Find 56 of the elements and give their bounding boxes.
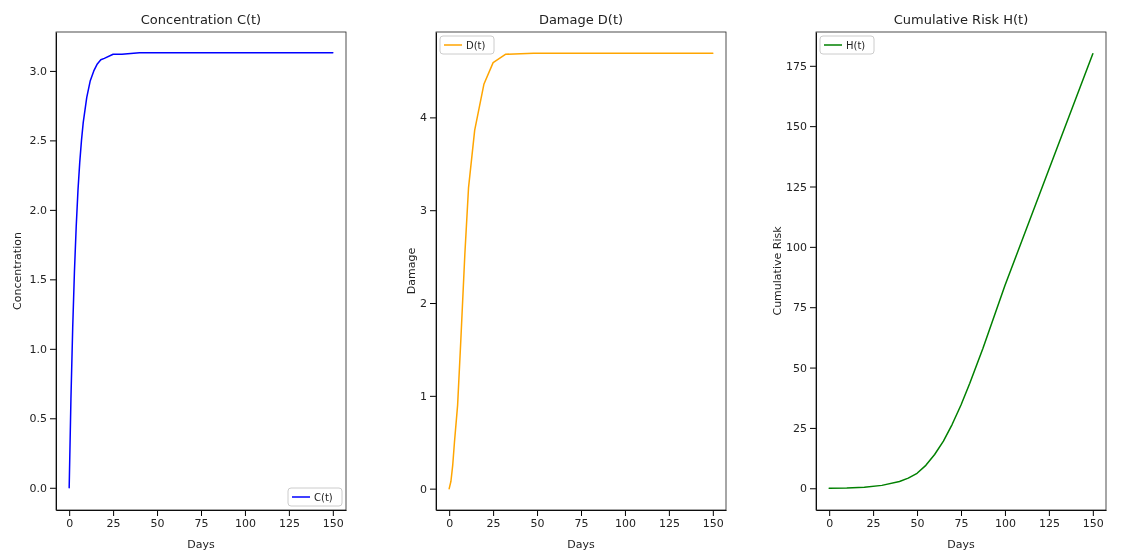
x-tick-label: 100 xyxy=(614,516,636,530)
x-axis-title: Days xyxy=(187,538,215,551)
y-axis-title: Damage xyxy=(405,247,418,295)
line-series xyxy=(448,52,714,490)
y-tick-label: 3 xyxy=(420,204,427,218)
x-tick-label: 25 xyxy=(866,516,881,530)
x-tick-label: 0 xyxy=(826,516,834,530)
y-tick-label: 2.0 xyxy=(29,203,47,217)
x-tick-label: 150 xyxy=(702,516,724,530)
y-tick-label: 0 xyxy=(420,482,427,496)
x-tick-label: 125 xyxy=(1038,516,1060,530)
y-tick-label: 2 xyxy=(420,297,427,311)
line-series xyxy=(68,52,334,489)
legend-label: H(t) xyxy=(846,40,866,51)
x-tick-label: 125 xyxy=(278,516,300,530)
y-axis-title: Concentration xyxy=(11,232,24,310)
x-tick-label: 50 xyxy=(150,516,165,530)
x-tick-label: 75 xyxy=(954,516,969,530)
y-axis-title: Cumulative Risk xyxy=(771,225,784,316)
x-tick-label: 25 xyxy=(106,516,121,530)
y-tick-label: 0 xyxy=(800,482,807,496)
y-tick-label: 75 xyxy=(793,301,807,315)
x-tick-label: 150 xyxy=(322,516,344,530)
x-tick-label: 50 xyxy=(910,516,925,530)
x-tick-label: 0 xyxy=(446,516,454,530)
x-tick-label: 25 xyxy=(486,516,501,530)
y-tick-label: 3.0 xyxy=(29,64,47,78)
x-tick-label: 125 xyxy=(658,516,680,530)
y-tick-label: 1.0 xyxy=(29,342,47,356)
y-tick-label: 0.5 xyxy=(29,412,47,426)
y-tick-label: 25 xyxy=(793,421,807,435)
y-tick-label: 2.5 xyxy=(29,134,47,148)
line-series xyxy=(828,52,1094,490)
x-tick-label: 150 xyxy=(1082,516,1104,530)
x-tick-label: 75 xyxy=(574,516,589,530)
y-tick-label: 1 xyxy=(420,389,427,403)
y-tick-label: 0.0 xyxy=(29,481,47,495)
x-tick-label: 100 xyxy=(234,516,256,530)
x-tick-label: 50 xyxy=(530,516,545,530)
chart-title: Damage D(t) xyxy=(538,12,624,27)
legend-label: D(t) xyxy=(466,40,486,51)
y-tick-label: 50 xyxy=(793,361,807,375)
y-tick-label: 125 xyxy=(786,180,807,194)
y-tick-label: 150 xyxy=(786,120,807,134)
chart-title: Cumulative Risk H(t) xyxy=(893,12,1029,27)
y-tick-label: 4 xyxy=(420,111,427,125)
x-tick-label: 100 xyxy=(994,516,1016,530)
x-tick-label: 75 xyxy=(194,516,209,530)
x-axis-title: Days xyxy=(947,538,975,551)
legend-label: C(t) xyxy=(314,492,333,503)
y-tick-label: 100 xyxy=(786,240,807,254)
y-tick-label: 1.5 xyxy=(29,273,47,287)
x-tick-label: 0 xyxy=(66,516,74,530)
x-axis-title: Days xyxy=(567,538,595,551)
chart-title: Concentration C(t) xyxy=(140,12,262,27)
y-tick-label: 175 xyxy=(786,59,807,73)
